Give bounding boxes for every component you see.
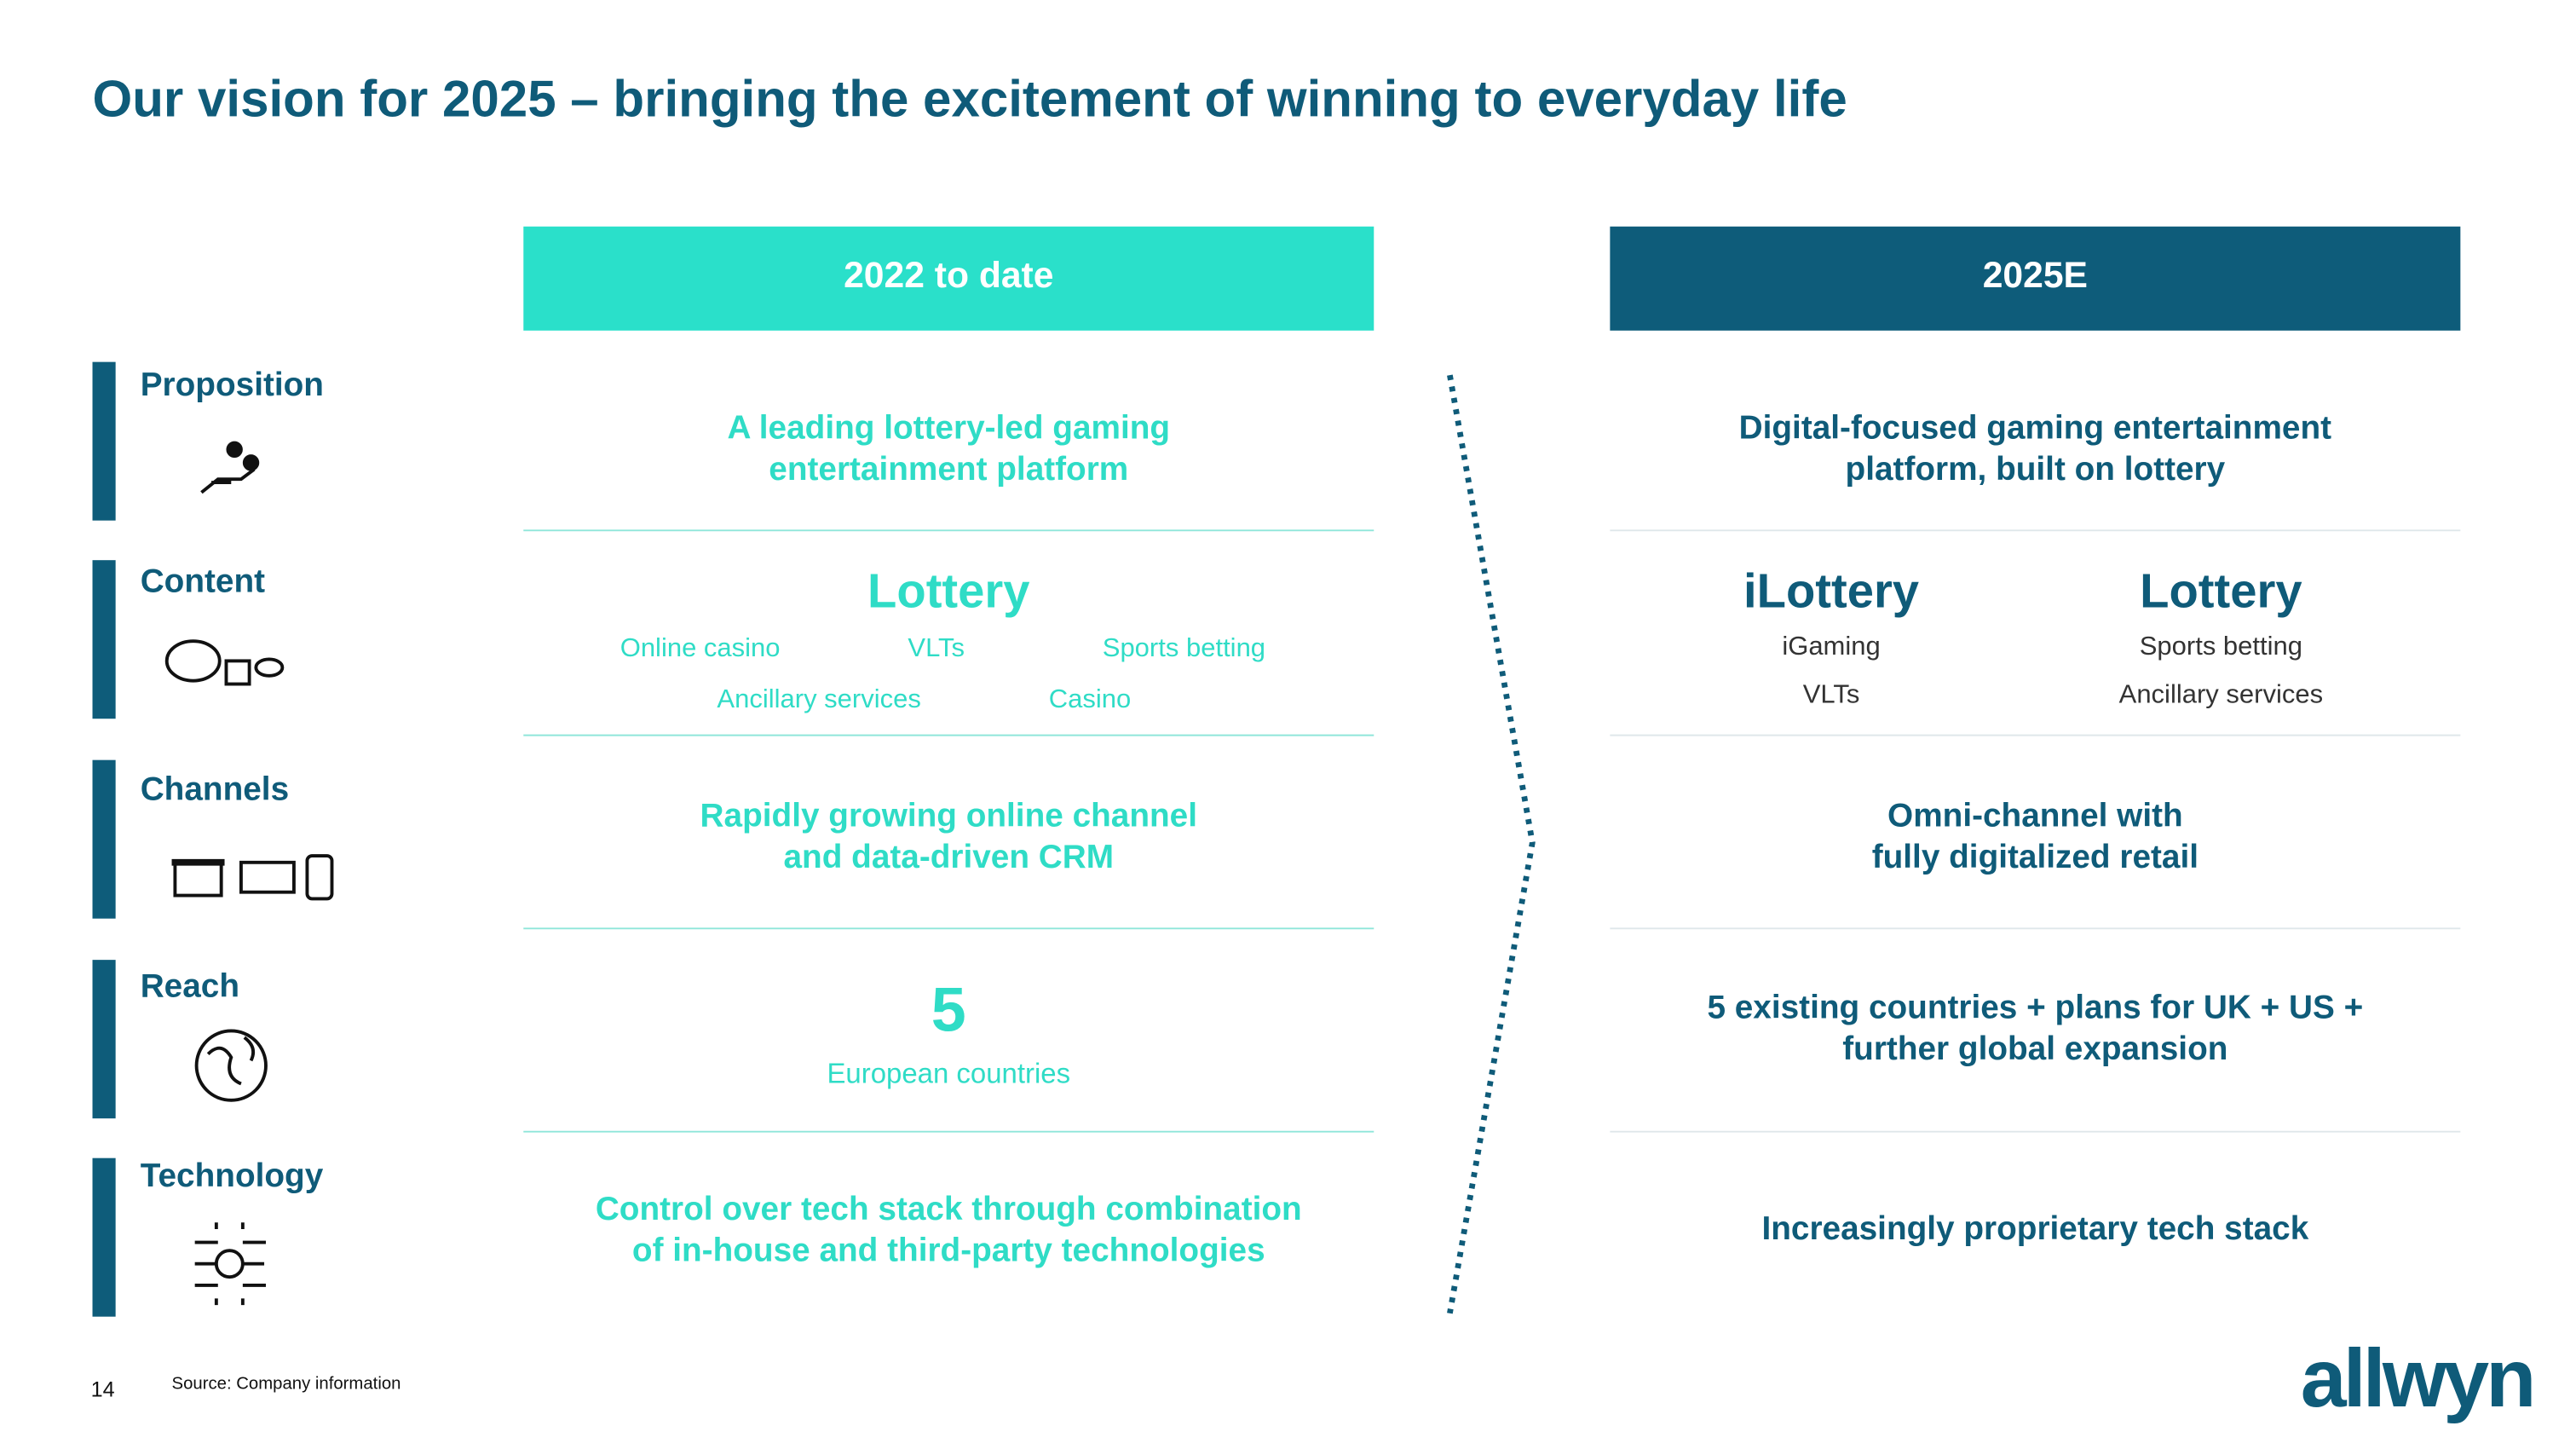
col-head: 2025E (1983, 255, 2088, 296)
row-bar (92, 560, 116, 719)
row-bar (92, 361, 116, 521)
content-item: Ancillary services (2119, 678, 2323, 708)
cell-text: 5 existing countries + plans for UK + US… (1707, 990, 2363, 1026)
cell-text: platform, built on lottery (1846, 451, 2226, 488)
row-label: Proposition (141, 367, 324, 403)
separators-right (1610, 529, 2461, 1133)
content-item: Ancillary services (717, 684, 920, 713)
content-main: Lottery (2140, 564, 2302, 618)
content-item: VLTs (908, 632, 965, 662)
icons (164, 441, 334, 1306)
content: Proposition Content Channels Reach Technolog… (92, 361, 2363, 1317)
row-label: Channels (141, 771, 289, 808)
row-bar (92, 1157, 116, 1317)
content-main: Lottery (867, 564, 1029, 618)
cell-text: Increasingly proprietary tech stack (1761, 1210, 2308, 1247)
row-label: Technology (141, 1157, 324, 1194)
cell-text: A leading lottery-led gaming (727, 409, 1170, 446)
cell-text: Control over tech stack through combinat… (596, 1191, 1302, 1227)
chevron (1447, 374, 1536, 1314)
row-label: Reach (141, 967, 239, 1004)
content-main: iLottery (1743, 564, 1919, 618)
row-bar (92, 759, 116, 919)
source: Source: Company information (172, 1375, 401, 1394)
content-item: Casino (1049, 684, 1132, 713)
cell-text: Omni-channel with (1887, 798, 2183, 834)
row-label: Content (141, 563, 265, 600)
separators-left (523, 529, 1374, 1133)
header-current (523, 226, 1374, 331)
cell-text: further global expansion (1842, 1030, 2227, 1067)
content-item: VLTs (1803, 678, 1860, 708)
header-future (1610, 226, 2461, 331)
cell-text: fully digitalized retail (1872, 839, 2199, 875)
page-number: 14 (91, 1378, 115, 1402)
cell-text: and data-driven CRM (784, 839, 1115, 875)
reach-label: European countries (827, 1057, 1070, 1088)
cell-text: entertainment platform (769, 451, 1128, 488)
cell-text: Digital-focused gaming entertainment (1739, 409, 2332, 446)
title: Our vision for 2025 – bringing the excit… (93, 70, 1847, 127)
cell-text: Rapidly growing online channel (700, 798, 1197, 834)
content-item: Sports betting (2140, 631, 2302, 661)
content-item: Sports betting (1103, 632, 1265, 662)
logo: allwyn (2301, 1331, 2533, 1424)
cell-text: of in-house and third-party technologies (632, 1232, 1265, 1268)
content-item: iGaming (1782, 631, 1880, 661)
content-item: Online casino (620, 632, 781, 662)
col-head: 2022 to date (844, 255, 1053, 296)
reach-number: 5 (931, 974, 966, 1045)
row-bar (92, 960, 116, 1119)
